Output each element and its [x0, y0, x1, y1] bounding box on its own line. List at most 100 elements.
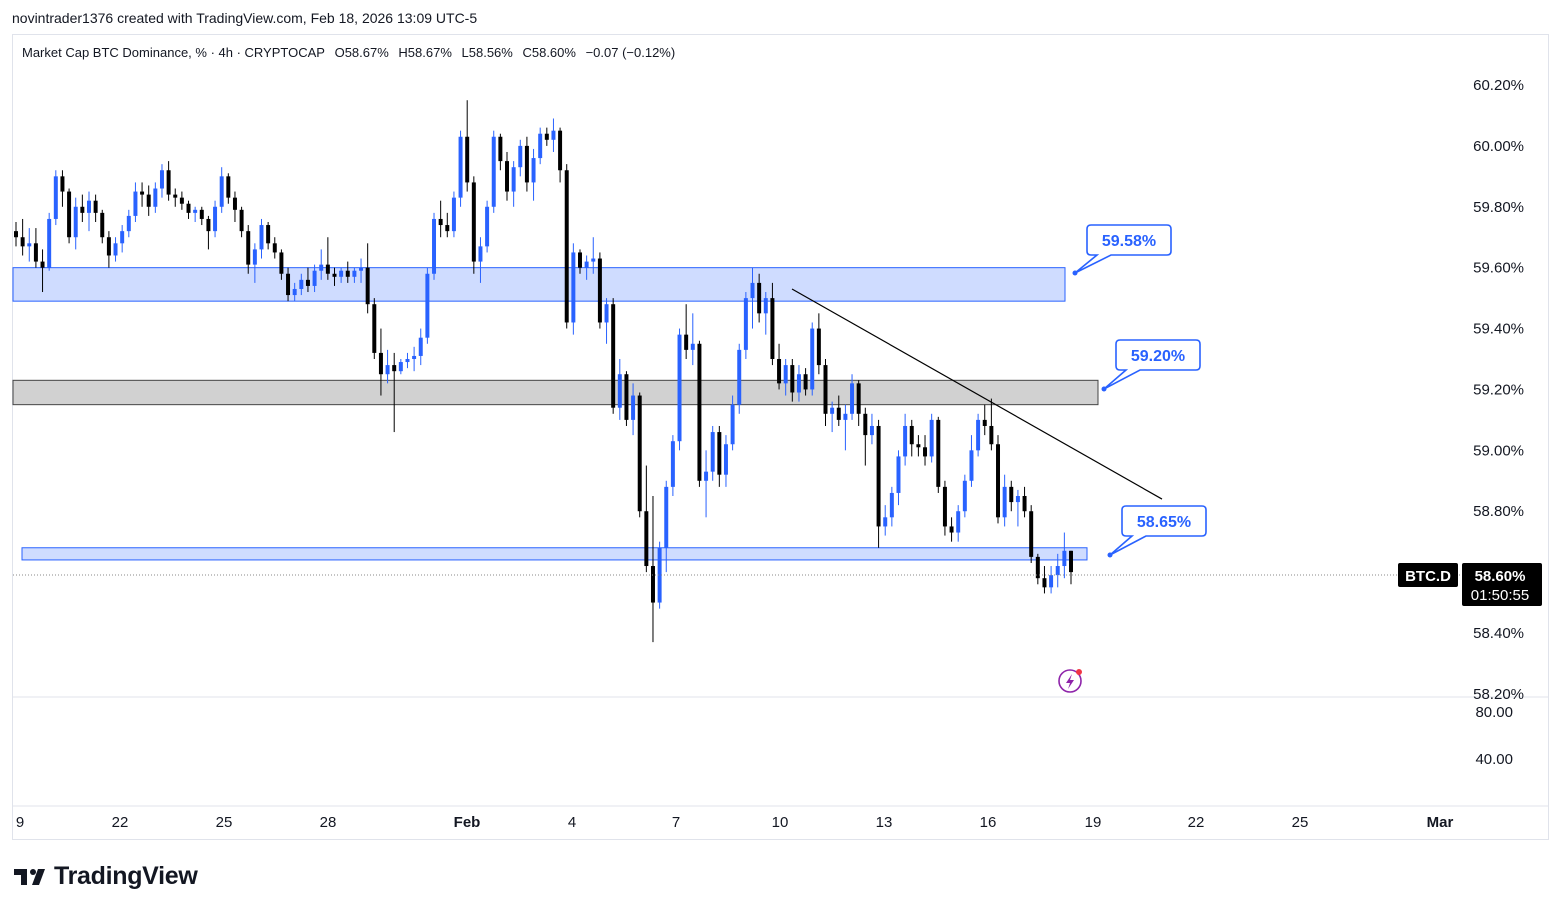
- candle: [93, 194, 98, 222]
- candle-body: [1002, 486, 1007, 518]
- candle: [850, 374, 855, 420]
- candle: [936, 416, 941, 493]
- price-tick: 58.40%: [1473, 625, 1524, 642]
- candle: [896, 450, 901, 506]
- candle-body: [558, 130, 563, 171]
- candle: [836, 395, 841, 426]
- candle: [14, 222, 18, 247]
- price-tick: 59.40%: [1473, 321, 1524, 338]
- candle: [246, 225, 251, 274]
- candle-body: [684, 334, 689, 350]
- candle-body: [179, 197, 184, 204]
- candle-body: [949, 526, 954, 533]
- zone-middle[interactable]: [12, 379, 1099, 406]
- candle-body: [664, 486, 669, 548]
- symbol-name[interactable]: Market Cap BTC Dominance, % · 4h · CRYPT…: [22, 45, 325, 60]
- candle-body: [869, 425, 874, 436]
- candle: [392, 352, 397, 433]
- candle: [140, 182, 145, 207]
- candle: [717, 425, 722, 487]
- tradingview-logo[interactable]: TradingView: [14, 862, 198, 891]
- candle-body: [604, 304, 609, 323]
- candle: [830, 401, 835, 433]
- candle: [982, 404, 987, 436]
- candle-body: [219, 176, 224, 207]
- price-tick: 60.00%: [1473, 138, 1524, 155]
- candle-body: [1069, 550, 1073, 573]
- candle-body: [140, 191, 145, 195]
- callout-upper-anchor: [1072, 270, 1078, 276]
- candle: [279, 249, 284, 280]
- candle-body: [578, 252, 582, 268]
- candle: [876, 419, 881, 548]
- candle-body: [518, 145, 523, 168]
- candle-body: [909, 425, 914, 445]
- candle-body: [100, 212, 105, 238]
- candle-body: [392, 365, 397, 372]
- candle-body: [325, 264, 330, 274]
- candle: [299, 273, 304, 296]
- candle-body: [737, 349, 742, 405]
- candle: [286, 267, 291, 302]
- candle: [1015, 489, 1020, 527]
- candle: [677, 328, 682, 451]
- candle: [617, 359, 622, 420]
- candle: [106, 231, 111, 268]
- candle: [352, 267, 357, 283]
- lightning-icon[interactable]: [1058, 669, 1082, 693]
- candle-body: [982, 419, 987, 426]
- candle: [518, 139, 523, 177]
- candle-body: [803, 374, 808, 390]
- callout-lower[interactable]: 58.65%: [1107, 505, 1207, 558]
- callout-lower-bubble: [1109, 505, 1207, 556]
- candle: [40, 249, 45, 293]
- candle-body: [67, 191, 72, 238]
- candle-body: [47, 218, 52, 268]
- ohlc-open: O58.67%: [334, 45, 389, 60]
- candle: [710, 425, 715, 481]
- candle-body: [226, 176, 231, 198]
- candle: [332, 267, 337, 286]
- candle: [432, 212, 437, 280]
- candle-body: [352, 270, 357, 277]
- zone-lower[interactable]: [21, 547, 1088, 561]
- callout-middle[interactable]: 59.20%: [1101, 339, 1201, 392]
- candle-body: [591, 258, 596, 262]
- candle: [193, 206, 198, 222]
- candle: [803, 368, 808, 396]
- candle-body: [425, 273, 430, 338]
- candle: [631, 383, 636, 436]
- candle-body: [644, 511, 649, 567]
- candle: [704, 450, 709, 518]
- candle: [657, 541, 662, 609]
- candle-body: [451, 197, 456, 232]
- candle: [378, 328, 383, 396]
- price-tick: 58.20%: [1473, 686, 1524, 703]
- candle: [1062, 532, 1067, 579]
- candle: [259, 218, 264, 259]
- ohlc-change: −0.07 (−0.12%): [585, 45, 676, 60]
- candle: [743, 292, 748, 359]
- candle-body: [173, 194, 178, 198]
- candle: [670, 435, 675, 496]
- candle-body: [213, 206, 218, 232]
- symbol-info: Market Cap BTC Dominance, % · 4h · CRYPT…: [22, 45, 681, 60]
- callout-upper[interactable]: 59.58%: [1072, 224, 1172, 276]
- candle: [949, 517, 954, 542]
- candle: [73, 197, 78, 250]
- ohlc-low: L58.56%: [461, 45, 513, 60]
- candle: [1035, 553, 1040, 585]
- candle: [869, 413, 874, 445]
- candle-body: [923, 447, 928, 457]
- candle: [186, 200, 191, 219]
- candle-body: [186, 203, 191, 213]
- candle-body: [830, 407, 835, 414]
- chart-credit: novintrader1376 created with TradingView…: [12, 10, 478, 26]
- candle-body: [989, 425, 994, 445]
- candle-body: [126, 215, 131, 232]
- candle: [723, 435, 728, 487]
- zone-upper[interactable]: [12, 267, 1066, 302]
- time-tick: 28: [320, 814, 337, 831]
- time-tick: 19: [1085, 814, 1102, 831]
